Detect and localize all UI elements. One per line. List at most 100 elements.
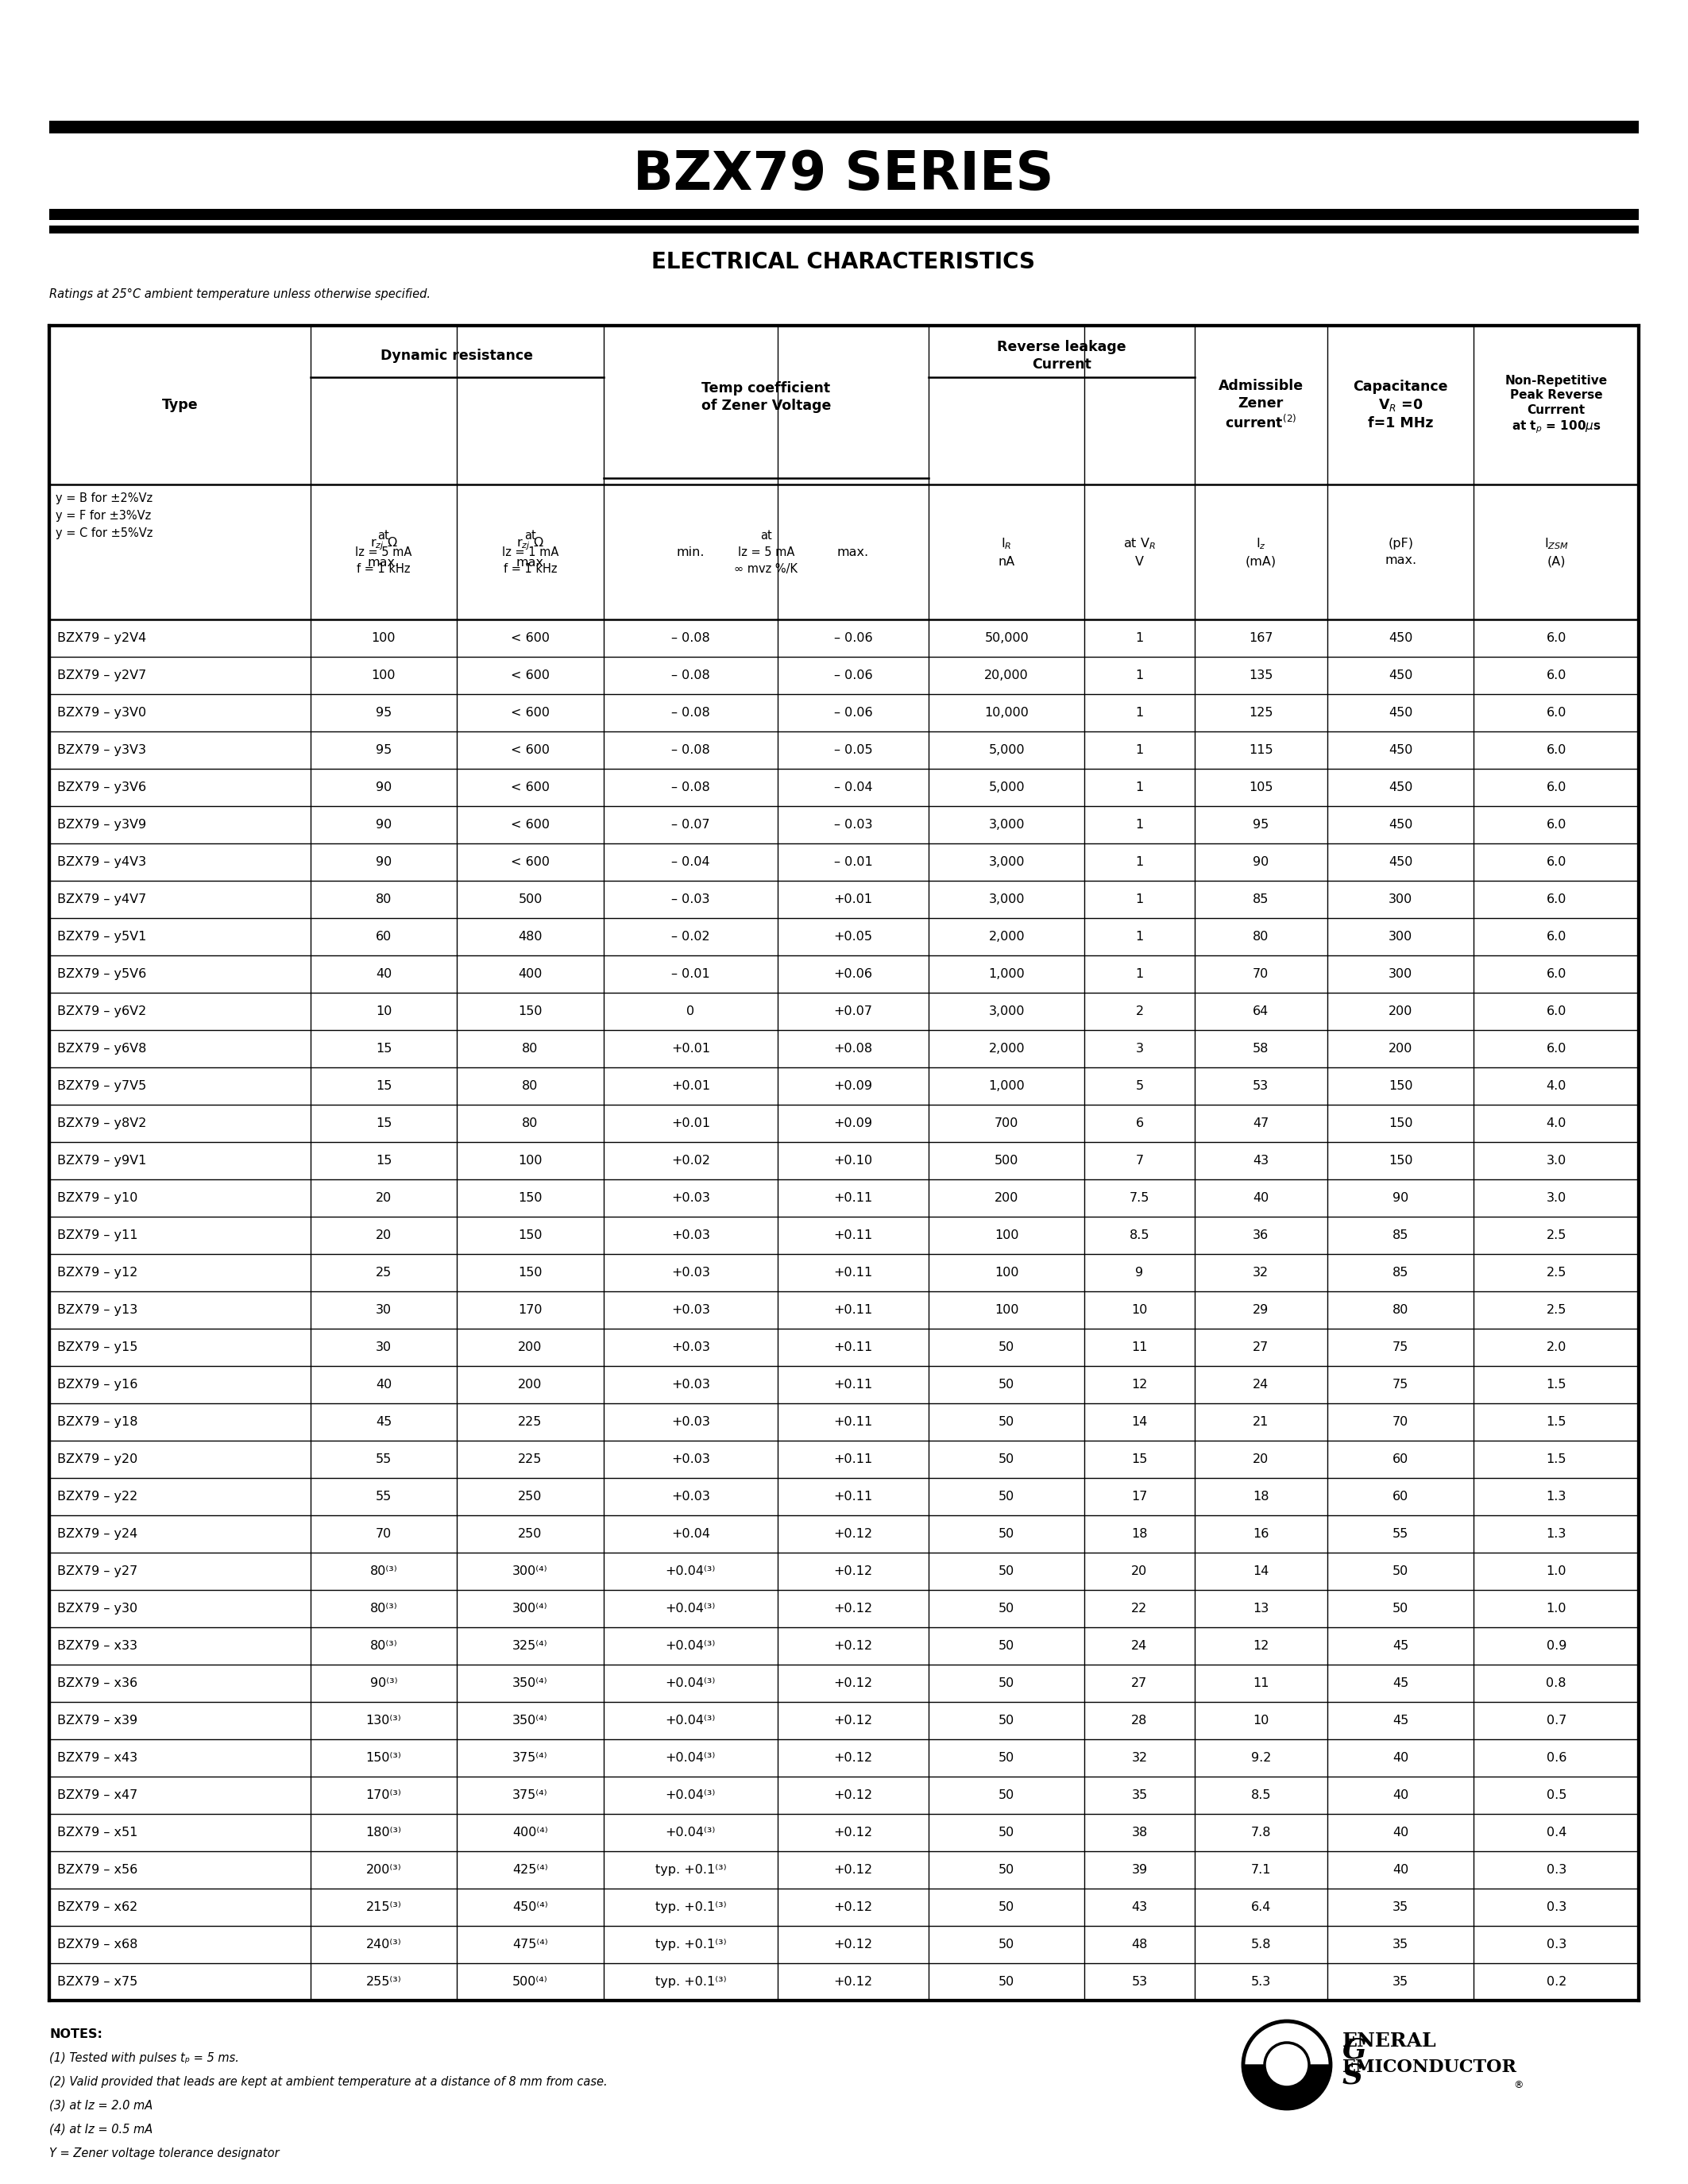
Text: 325⁽⁴⁾: 325⁽⁴⁾ (513, 1640, 549, 1651)
Text: – 0.08: – 0.08 (672, 745, 711, 756)
Text: BZX79 – y8V2: BZX79 – y8V2 (57, 1118, 147, 1129)
Text: 90: 90 (1393, 1192, 1408, 1203)
Text: 0.9: 0.9 (1546, 1640, 1566, 1651)
Text: 50: 50 (999, 1863, 1014, 1876)
Text: 125: 125 (1249, 708, 1273, 719)
Text: < 600: < 600 (511, 631, 550, 644)
Text: 6.0: 6.0 (1546, 893, 1566, 906)
Text: 400: 400 (518, 968, 542, 981)
Text: 8.5: 8.5 (1251, 1789, 1271, 1802)
Text: 43: 43 (1131, 1902, 1148, 1913)
Text: +0.03: +0.03 (672, 1492, 711, 1503)
Text: 450: 450 (1389, 819, 1413, 830)
Text: 50: 50 (1393, 1603, 1408, 1614)
Text: 1: 1 (1136, 893, 1143, 906)
Text: 375⁽⁴⁾: 375⁽⁴⁾ (513, 1789, 549, 1802)
Text: +0.12: +0.12 (834, 1603, 873, 1614)
Text: 14: 14 (1131, 1415, 1148, 1428)
Text: 53: 53 (1252, 1081, 1269, 1092)
Text: 12: 12 (1252, 1640, 1269, 1651)
Text: 250: 250 (518, 1492, 542, 1503)
Text: 6.0: 6.0 (1546, 631, 1566, 644)
Text: Non-Repetitive
Peak Reverse
Currrent
at t$_p$ = 100$\mu$s: Non-Repetitive Peak Reverse Currrent at … (1506, 373, 1607, 435)
Text: 20,000: 20,000 (984, 670, 1028, 681)
Text: 50: 50 (999, 1492, 1014, 1503)
Text: 450: 450 (1389, 708, 1413, 719)
Text: – 0.06: – 0.06 (834, 631, 873, 644)
Text: +0.07: +0.07 (834, 1005, 873, 1018)
Text: BZX79 – y11: BZX79 – y11 (57, 1230, 138, 1241)
Text: 5,000: 5,000 (989, 782, 1025, 793)
Text: 1.0: 1.0 (1546, 1603, 1566, 1614)
Text: BZX79 – x68: BZX79 – x68 (57, 1939, 138, 1950)
Text: BZX79 – x51: BZX79 – x51 (57, 1826, 138, 1839)
Text: 35: 35 (1393, 1939, 1408, 1950)
Text: I$_z$
(mA): I$_z$ (mA) (1246, 537, 1276, 568)
Text: 15: 15 (375, 1042, 392, 1055)
Text: 200: 200 (518, 1378, 542, 1391)
Text: 17: 17 (1131, 1492, 1148, 1503)
Text: 2: 2 (1136, 1005, 1143, 1018)
Text: 150: 150 (1389, 1118, 1413, 1129)
Text: 4.0: 4.0 (1546, 1081, 1566, 1092)
Text: 475⁽⁴⁾: 475⁽⁴⁾ (513, 1939, 549, 1950)
Text: 80: 80 (375, 893, 392, 906)
Text: 7.5: 7.5 (1129, 1192, 1150, 1203)
Text: 150⁽³⁾: 150⁽³⁾ (366, 1752, 402, 1765)
Text: 100: 100 (994, 1304, 1020, 1317)
Text: 240⁽³⁾: 240⁽³⁾ (366, 1939, 402, 1950)
Text: BZX79 – y15: BZX79 – y15 (57, 1341, 138, 1354)
Text: 15: 15 (375, 1155, 392, 1166)
Text: BZX79 – y3V9: BZX79 – y3V9 (57, 819, 147, 830)
Text: 1: 1 (1136, 968, 1143, 981)
Text: 50: 50 (999, 1603, 1014, 1614)
Text: 1.0: 1.0 (1546, 1566, 1566, 1577)
Text: – 0.08: – 0.08 (672, 782, 711, 793)
Text: +0.01: +0.01 (672, 1118, 711, 1129)
Text: 500: 500 (994, 1155, 1018, 1166)
Text: 80: 80 (522, 1042, 538, 1055)
Text: – 0.03: – 0.03 (834, 819, 873, 830)
Text: 4.0: 4.0 (1546, 1118, 1566, 1129)
Text: 11: 11 (1252, 1677, 1269, 1688)
Text: 3,000: 3,000 (989, 893, 1025, 906)
Text: 225: 225 (518, 1452, 542, 1465)
Text: (pF)
max.: (pF) max. (1384, 537, 1416, 566)
Text: 300: 300 (1389, 930, 1413, 943)
Text: – 0.05: – 0.05 (834, 745, 873, 756)
Text: 1: 1 (1136, 631, 1143, 644)
Text: typ. +0.1⁽³⁾: typ. +0.1⁽³⁾ (655, 1939, 726, 1950)
Text: 50: 50 (1393, 1566, 1408, 1577)
Text: 375⁽⁴⁾: 375⁽⁴⁾ (513, 1752, 549, 1765)
Text: +0.06: +0.06 (834, 968, 873, 981)
Text: 2.5: 2.5 (1546, 1304, 1566, 1317)
Text: BZX79 – y3V0: BZX79 – y3V0 (57, 708, 147, 719)
Text: +0.12: +0.12 (834, 1677, 873, 1688)
Text: 95: 95 (376, 745, 392, 756)
Text: 15: 15 (375, 1118, 392, 1129)
Text: 24: 24 (1131, 1640, 1148, 1651)
Text: 20: 20 (1131, 1566, 1148, 1577)
Text: 40: 40 (1393, 1789, 1408, 1802)
Text: r$_{zj}$ Ω
max: r$_{zj}$ Ω max (517, 535, 544, 568)
Text: BZX79 – y16: BZX79 – y16 (57, 1378, 138, 1391)
Text: BZX79 – y6V8: BZX79 – y6V8 (57, 1042, 147, 1055)
Text: 50: 50 (999, 1378, 1014, 1391)
Text: 60: 60 (376, 930, 392, 943)
Text: +0.04: +0.04 (672, 1529, 711, 1540)
Text: 480: 480 (518, 930, 542, 943)
Text: 300⁽⁴⁾: 300⁽⁴⁾ (513, 1603, 549, 1614)
Text: 95: 95 (376, 708, 392, 719)
Text: 16: 16 (1252, 1529, 1269, 1540)
Text: 3,000: 3,000 (989, 1005, 1025, 1018)
Text: 5,000: 5,000 (989, 745, 1025, 756)
Text: BZX79 – y3V6: BZX79 – y3V6 (57, 782, 147, 793)
Text: – 0.08: – 0.08 (672, 708, 711, 719)
Text: 55: 55 (376, 1492, 392, 1503)
Text: 1.5: 1.5 (1546, 1415, 1566, 1428)
Text: 40: 40 (376, 968, 392, 981)
Text: – 0.03: – 0.03 (672, 893, 711, 906)
Text: 0.5: 0.5 (1546, 1789, 1566, 1802)
Text: BZX79 – y10: BZX79 – y10 (57, 1192, 138, 1203)
Text: – 0.07: – 0.07 (672, 819, 711, 830)
